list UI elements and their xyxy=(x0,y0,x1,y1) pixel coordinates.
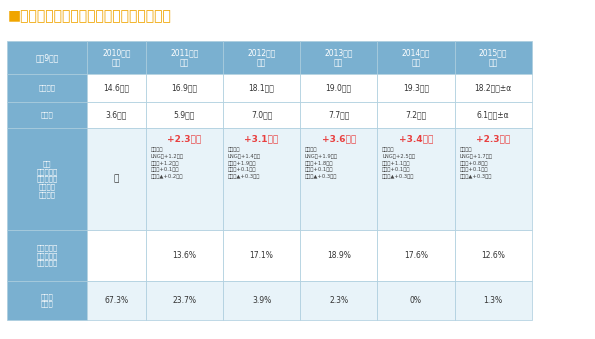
Bar xyxy=(455,230,532,281)
Text: 2014年度
実績: 2014年度 実績 xyxy=(402,48,430,67)
Text: 7.2兆円: 7.2兆円 xyxy=(405,110,427,119)
Bar xyxy=(7,41,87,74)
Bar xyxy=(223,41,300,74)
Text: 19.0兆円: 19.0兆円 xyxy=(325,84,352,93)
Text: 12.6%: 12.6% xyxy=(481,251,505,260)
Bar xyxy=(87,128,146,230)
Bar xyxy=(87,41,146,74)
Bar xyxy=(223,102,300,128)
Text: 2015年度
推計: 2015年度 推計 xyxy=(479,48,508,67)
Bar xyxy=(300,41,377,74)
Bar xyxy=(7,128,87,230)
Text: 7.7兆円: 7.7兆円 xyxy=(328,110,349,119)
Bar xyxy=(455,128,532,230)
Text: 燃料費増が
総コストに
占める割合: 燃料費増が 総コストに 占める割合 xyxy=(36,245,58,266)
Bar xyxy=(87,281,146,320)
Text: 電力9社計: 電力9社計 xyxy=(35,53,59,62)
Bar xyxy=(377,74,455,102)
Text: ［内訳］
LNG　+2.5兆円
石油　+1.1兆円
石炭　+0.1兆円
原子力▲+0.3兆円: ［内訳］ LNG +2.5兆円 石油 +1.1兆円 石炭 +0.1兆円 原子力▲… xyxy=(382,147,415,179)
Text: 23.7%: 23.7% xyxy=(173,296,196,305)
Bar xyxy=(377,41,455,74)
Text: 14.6兆円: 14.6兆円 xyxy=(104,84,130,93)
Text: 0%: 0% xyxy=(410,296,422,305)
Text: 17.6%: 17.6% xyxy=(404,251,428,260)
Bar xyxy=(300,230,377,281)
Text: 18.2兆円±α: 18.2兆円±α xyxy=(474,84,512,93)
Bar xyxy=(87,74,146,102)
Text: 67.3%: 67.3% xyxy=(105,296,129,305)
Text: 3.6兆円: 3.6兆円 xyxy=(106,110,127,119)
Text: －: － xyxy=(114,175,119,183)
Text: +3.1兆円: +3.1兆円 xyxy=(245,134,278,143)
Bar xyxy=(455,74,532,102)
Text: 3.9%: 3.9% xyxy=(252,296,271,305)
Text: ［内訳］
LNG　+1.7兆円
石油　+0.8兆円
石炭　+0.1兆円
原子力▲+0.3兆円: ［内訳］ LNG +1.7兆円 石油 +0.8兆円 石炭 +0.1兆円 原子力▲… xyxy=(459,147,492,179)
Bar xyxy=(377,281,455,320)
Text: 18.9%: 18.9% xyxy=(327,251,350,260)
Bar xyxy=(300,102,377,128)
Text: ■原子力発電停止による燃料費増加の推移: ■原子力発電停止による燃料費増加の推移 xyxy=(8,9,172,23)
Bar xyxy=(455,41,532,74)
Text: 2011年度
実績: 2011年度 実績 xyxy=(170,48,199,67)
Text: 18.1兆円: 18.1兆円 xyxy=(249,84,274,93)
Text: 2012年度
実績: 2012年度 実績 xyxy=(248,48,275,67)
Text: 6.1兆円±α: 6.1兆円±α xyxy=(477,110,509,119)
Text: 7.0兆円: 7.0兆円 xyxy=(251,110,273,119)
Text: +3.6兆円: +3.6兆円 xyxy=(322,134,356,143)
Bar xyxy=(7,230,87,281)
Bar xyxy=(146,281,223,320)
Text: 17.1%: 17.1% xyxy=(250,251,274,260)
Bar xyxy=(455,281,532,320)
Bar xyxy=(7,102,87,128)
Text: ［内訳］
LNG　+1.4兆円
石油　+1.9兆円
石炭　+0.1兆円
原子力▲+0.3兆円: ［内訳］ LNG +1.4兆円 石油 +1.9兆円 石炭 +0.1兆円 原子力▲… xyxy=(228,147,261,179)
Bar xyxy=(146,230,223,281)
Bar xyxy=(300,281,377,320)
Bar xyxy=(146,128,223,230)
Text: 2010年度
実績: 2010年度 実績 xyxy=(102,48,131,67)
Bar xyxy=(377,128,455,230)
Text: 16.9兆円: 16.9兆円 xyxy=(171,84,198,93)
Text: 5.9兆円: 5.9兆円 xyxy=(174,110,195,119)
Text: ［内訳］
LNG　+1.2兆円
石油　+1.2兆円
石炭　+0.1兆円
原子力▲+0.2兆円: ［内訳］ LNG +1.2兆円 石油 +1.2兆円 石炭 +0.1兆円 原子力▲… xyxy=(151,147,183,179)
Bar xyxy=(223,74,300,102)
Text: 13.6%: 13.6% xyxy=(173,251,196,260)
Bar xyxy=(455,102,532,128)
Text: 総コスト: 総コスト xyxy=(39,85,55,92)
Bar xyxy=(146,74,223,102)
Text: 2.3%: 2.3% xyxy=(329,296,348,305)
Bar xyxy=(300,74,377,102)
Bar xyxy=(7,281,87,320)
Bar xyxy=(223,281,300,320)
Bar xyxy=(223,128,300,230)
Bar xyxy=(223,230,300,281)
Text: +3.4兆円: +3.4兆円 xyxy=(399,134,433,143)
Bar xyxy=(377,102,455,128)
Text: ［内訳］
LNG　+1.9兆円
石油　+1.8兆円
石炭　+0.1兆円
原子力▲+0.3兆円: ［内訳］ LNG +1.9兆円 石油 +1.8兆円 石炭 +0.1兆円 原子力▲… xyxy=(305,147,338,179)
Bar xyxy=(146,41,223,74)
Text: 燃料費: 燃料費 xyxy=(40,112,54,118)
Bar xyxy=(300,128,377,230)
Text: +2.3兆円: +2.3兆円 xyxy=(476,134,511,143)
Bar xyxy=(377,230,455,281)
Text: うち
原子力発電
停止による
燃料費増
（試算）: うち 原子力発電 停止による 燃料費増 （試算） xyxy=(36,161,58,198)
Text: 原子力
利用率: 原子力 利用率 xyxy=(40,293,54,307)
Text: +2.3兆円: +2.3兆円 xyxy=(167,134,202,143)
Text: 2013年度
実績: 2013年度 実績 xyxy=(324,48,353,67)
Text: 19.3兆円: 19.3兆円 xyxy=(403,84,429,93)
Bar xyxy=(146,102,223,128)
Bar xyxy=(87,230,146,281)
Bar xyxy=(7,74,87,102)
Text: 1.3%: 1.3% xyxy=(484,296,503,305)
Bar xyxy=(87,102,146,128)
